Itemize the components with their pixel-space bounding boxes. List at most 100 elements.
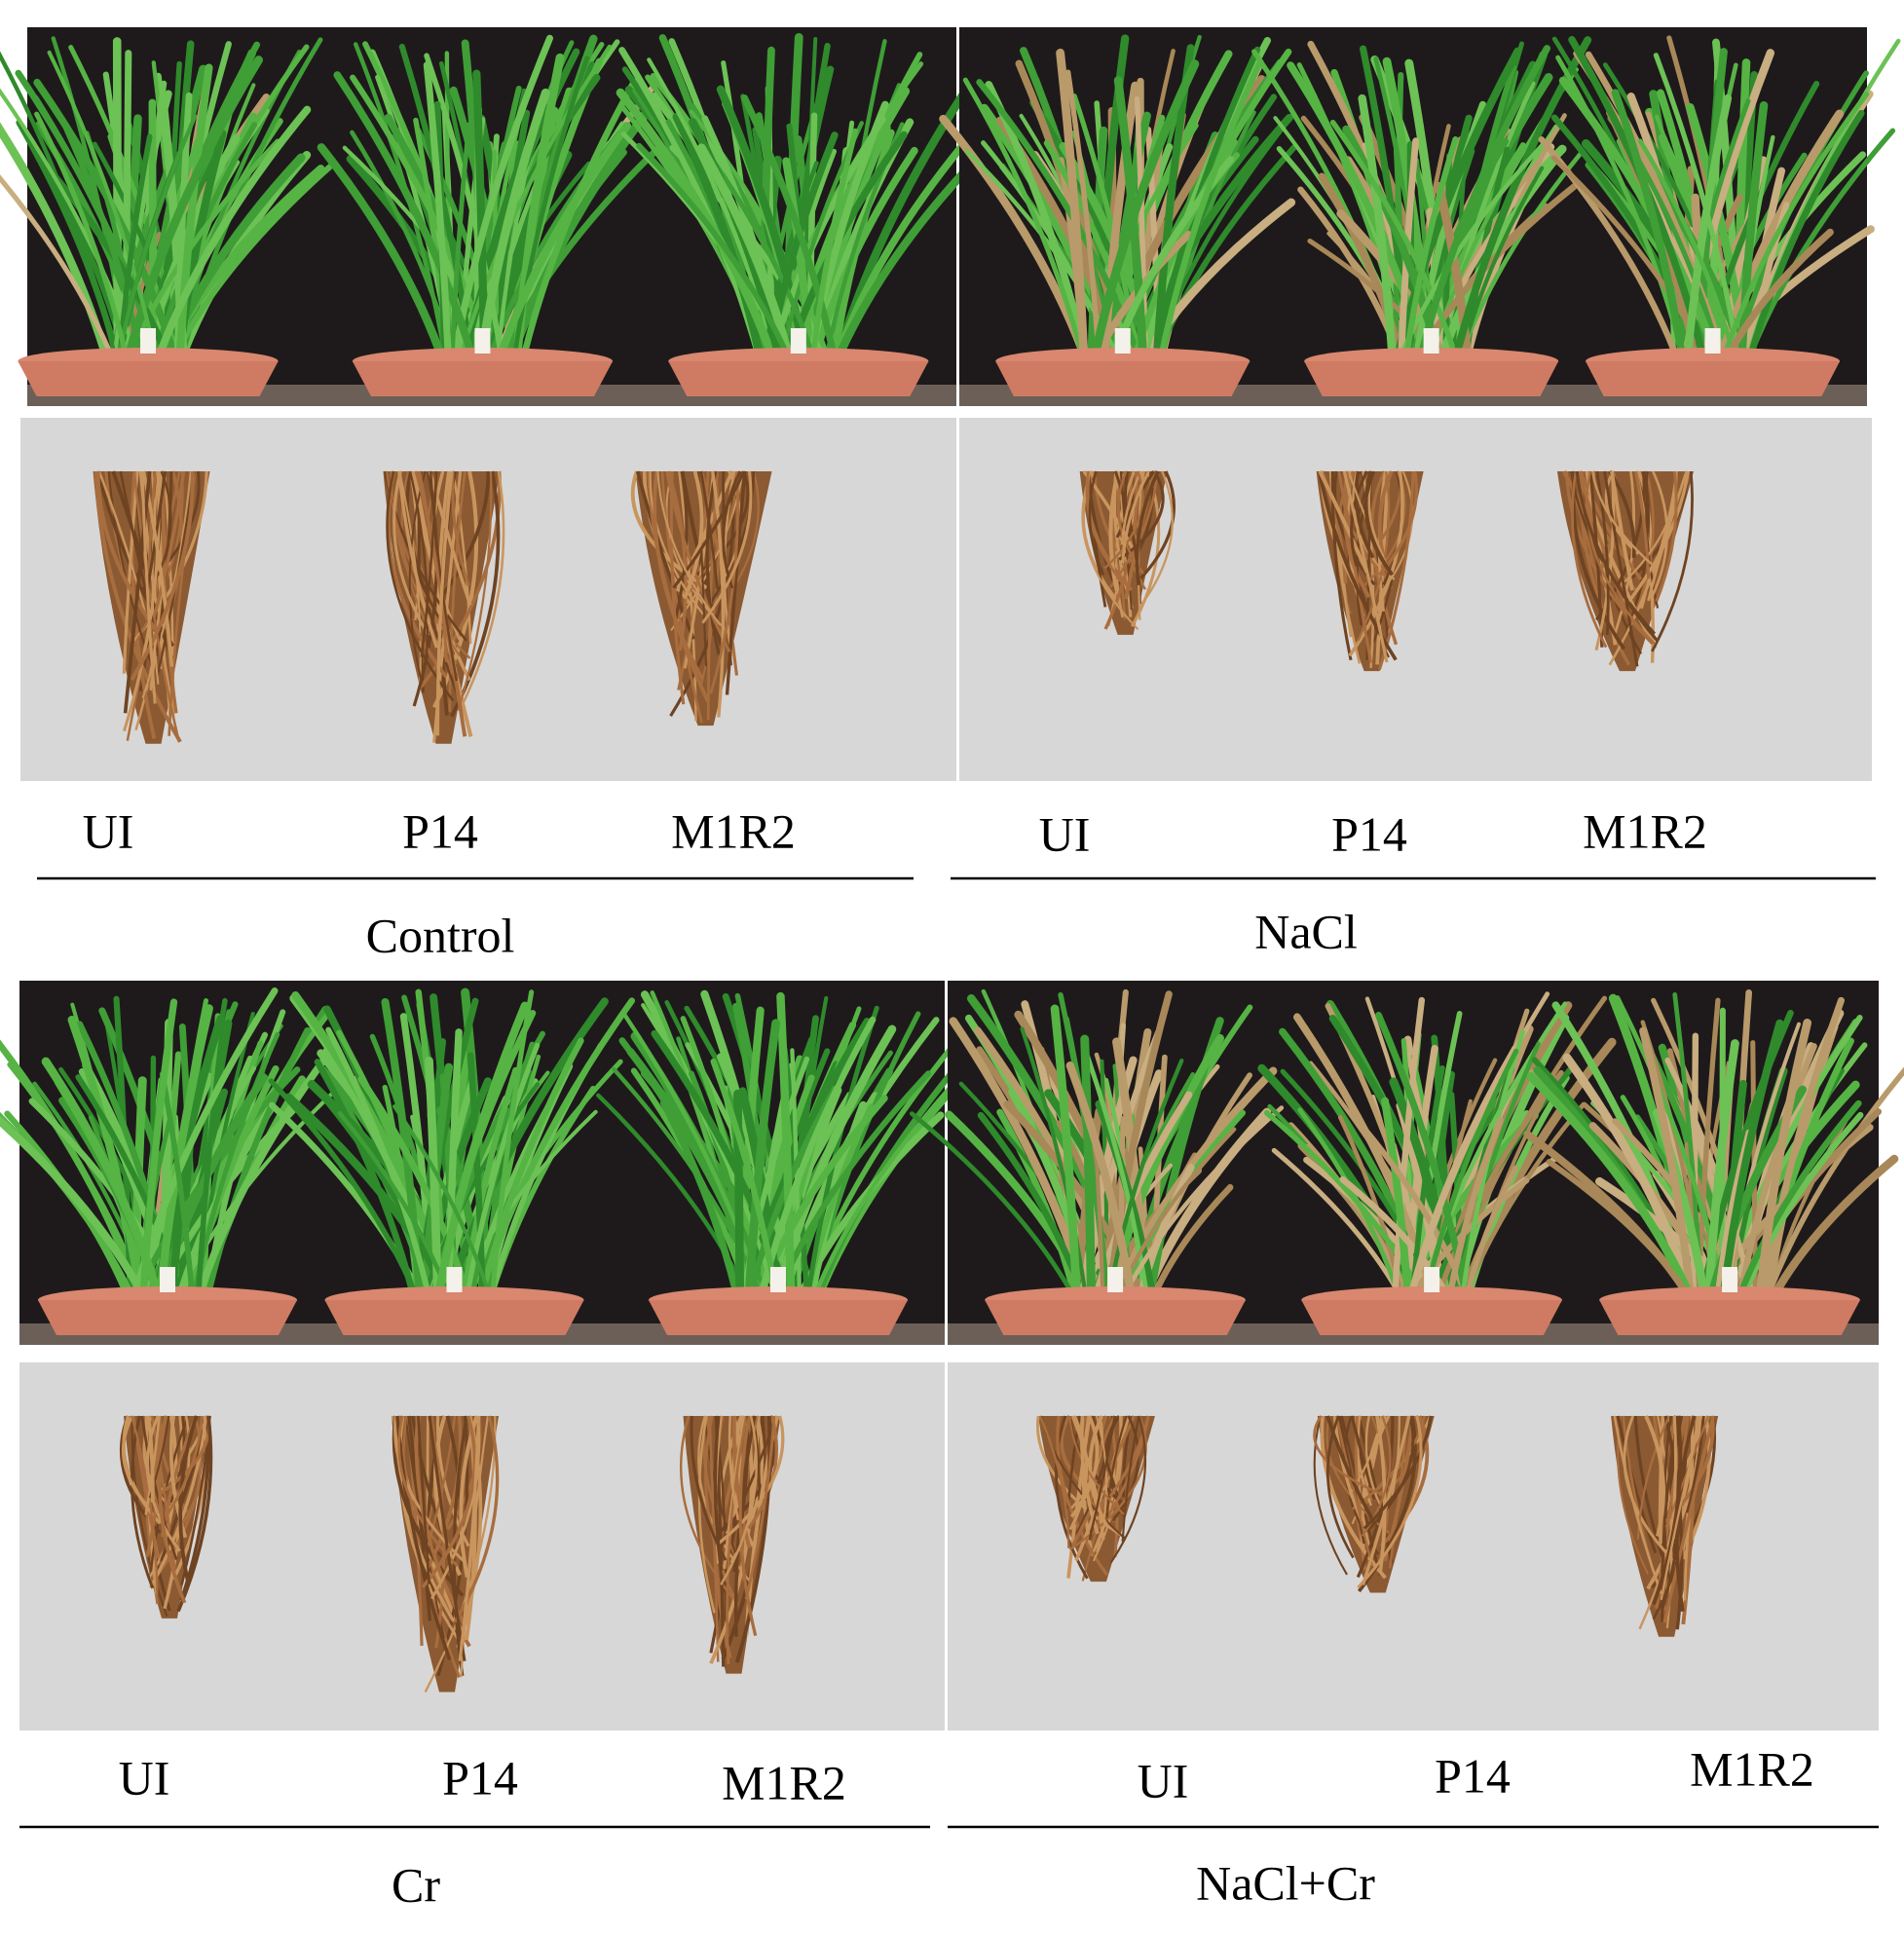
pot-tag <box>140 328 157 354</box>
pot-tag <box>1704 328 1721 354</box>
root-strand <box>1111 1415 1139 1522</box>
leaf <box>449 122 471 370</box>
leaf <box>1611 89 1688 372</box>
root-strand <box>1365 1415 1415 1533</box>
root-strand <box>1357 470 1391 642</box>
leaf <box>1526 1071 1699 1311</box>
leaf <box>1056 48 1089 372</box>
root-strand <box>462 470 505 704</box>
leaf <box>1050 1004 1082 1311</box>
root-strand <box>122 470 161 732</box>
leaf <box>1759 996 1845 1310</box>
root-strand <box>1088 1415 1109 1527</box>
root-strand <box>1651 470 1694 652</box>
root-strand <box>392 470 430 636</box>
pot-tag <box>446 1267 463 1292</box>
root-strand <box>453 1415 500 1623</box>
root-strand <box>149 470 172 589</box>
leaf <box>34 111 131 370</box>
root-strand <box>667 470 688 652</box>
genotype-label: M1R2 <box>722 1755 846 1809</box>
root-strand <box>397 1415 459 1567</box>
leaf <box>696 143 797 372</box>
leaf <box>455 44 612 370</box>
leaf <box>398 43 476 371</box>
leaf <box>1414 45 1551 371</box>
root-strand <box>429 470 458 682</box>
genotype-label: P14 <box>402 803 478 858</box>
leaf <box>1088 59 1200 372</box>
root-strand <box>660 470 703 724</box>
pot <box>38 1300 297 1335</box>
root-strand <box>1342 470 1389 663</box>
root-strand <box>720 1415 758 1585</box>
leaf <box>1381 1097 1413 1310</box>
root-strand <box>1391 1415 1400 1497</box>
root-strand <box>130 470 157 739</box>
root-strand <box>432 470 479 709</box>
root-strand <box>1070 1415 1136 1547</box>
genotype-label: UI <box>83 803 134 858</box>
leaf <box>1358 93 1398 372</box>
root-strand <box>1378 470 1419 577</box>
leaf <box>159 1071 196 1309</box>
leaf <box>424 53 506 370</box>
root-strand <box>149 1415 208 1589</box>
root-strand <box>1088 470 1107 608</box>
leaf <box>489 989 535 1309</box>
root-strand <box>1108 1415 1150 1498</box>
root-strand <box>176 1415 213 1613</box>
pot <box>649 1300 908 1335</box>
root-strand <box>1608 470 1678 666</box>
pot-tag <box>790 328 806 354</box>
leaf <box>1703 1039 1739 1311</box>
root-strand <box>734 1415 772 1663</box>
root-strand <box>1594 470 1616 652</box>
leaf <box>268 1078 424 1309</box>
root-strand <box>1135 470 1160 586</box>
root-strand <box>656 470 722 626</box>
root-strand <box>131 1415 155 1589</box>
root-strand <box>1662 1415 1716 1623</box>
root-strand <box>1075 1415 1114 1535</box>
root-strand <box>653 470 705 681</box>
pot-tag <box>770 1267 786 1292</box>
leaf <box>1401 135 1459 371</box>
root-strand <box>457 470 493 711</box>
root-strand <box>420 470 438 657</box>
root-strand <box>397 470 439 649</box>
root-strand <box>122 470 139 674</box>
root-strand <box>151 470 161 685</box>
root-strand <box>435 470 454 736</box>
pot <box>352 361 614 396</box>
leaf <box>195 1021 227 1309</box>
leaf <box>325 1026 434 1309</box>
root-strand <box>1348 470 1404 657</box>
leaf <box>1065 1061 1138 1311</box>
root-strand <box>1634 470 1651 579</box>
leaf <box>1404 1045 1519 1310</box>
leaf <box>0 174 119 370</box>
leaf <box>1736 1111 1864 1310</box>
root-strand <box>705 470 721 655</box>
photos <box>0 27 1904 1731</box>
genotype-label: UI <box>1138 1753 1189 1807</box>
root-strand <box>448 470 467 712</box>
leaf <box>1375 1011 1472 1310</box>
leaf <box>1085 1054 1151 1309</box>
root-strand <box>1103 470 1144 570</box>
leaf <box>705 151 819 370</box>
leaf <box>174 63 213 372</box>
root-strand <box>1591 470 1653 566</box>
root-strand <box>130 470 195 682</box>
leaf <box>425 1056 442 1311</box>
root-strand <box>1313 1415 1348 1576</box>
root-strand <box>1595 470 1610 635</box>
genotype-label: M1R2 <box>1583 803 1707 858</box>
root-strand <box>165 1415 204 1517</box>
leaf <box>460 1066 519 1310</box>
pot <box>668 361 929 396</box>
leaf <box>744 1019 780 1311</box>
root-strand <box>421 1415 477 1588</box>
